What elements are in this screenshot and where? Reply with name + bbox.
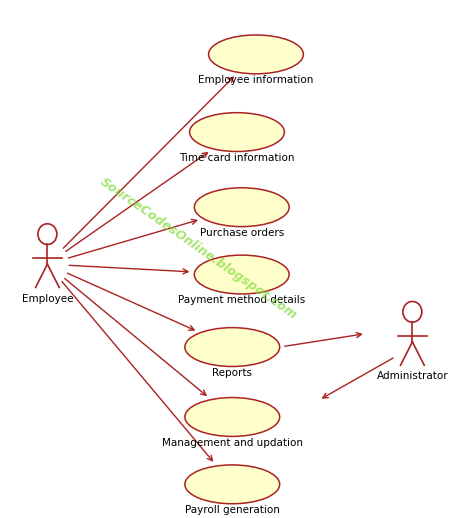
Ellipse shape [185,465,280,503]
Ellipse shape [190,112,284,151]
Text: Purchase orders: Purchase orders [200,228,284,238]
Ellipse shape [209,35,303,74]
Ellipse shape [194,255,289,294]
Ellipse shape [194,188,289,227]
Text: Employee: Employee [22,294,73,304]
Text: Management and updation: Management and updation [162,438,303,448]
Text: Payroll generation: Payroll generation [185,505,280,515]
Ellipse shape [185,327,280,367]
Text: Reports: Reports [212,368,252,378]
Text: SourceCodesOnline.blogspot.com: SourceCodesOnline.blogspot.com [98,175,300,322]
Text: Time card information: Time card information [179,153,295,163]
Text: Administrator: Administrator [376,371,448,381]
Text: Employee information: Employee information [198,75,314,85]
Ellipse shape [185,398,280,436]
Text: Payment method details: Payment method details [178,295,305,305]
